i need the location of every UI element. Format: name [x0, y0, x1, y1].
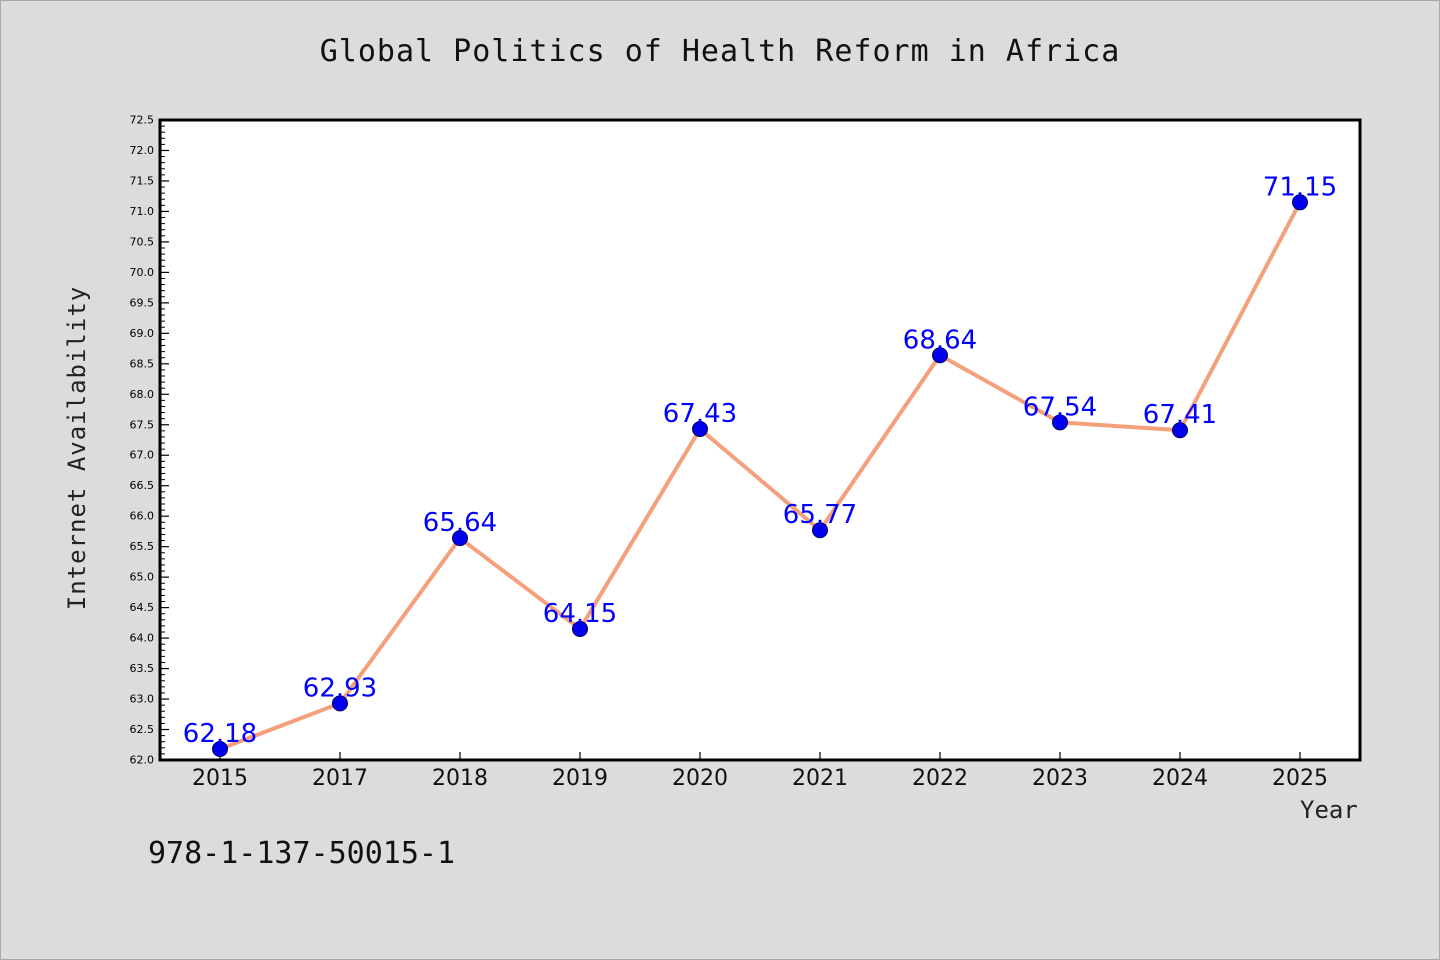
data-label: 62.18	[183, 719, 257, 749]
data-label: 65.77	[783, 500, 857, 530]
y-tick-label: 69.5	[130, 296, 155, 309]
data-label: 65.64	[423, 508, 497, 538]
y-tick-label: 62.0	[130, 754, 155, 767]
x-axis-label: Year	[1300, 796, 1358, 824]
data-point-marker	[692, 421, 708, 438]
y-tick-label: 67.5	[130, 418, 155, 431]
data-label: 71.15	[1263, 172, 1337, 202]
data-point-marker	[812, 522, 828, 539]
plot-area	[160, 120, 1360, 760]
data-point-marker	[332, 695, 348, 712]
y-tick-label: 66.5	[130, 479, 155, 492]
y-tick-label: 65.5	[130, 540, 155, 553]
y-tick-label: 62.5	[130, 723, 155, 736]
x-tick-label: 2020	[672, 766, 728, 791]
data-point-marker	[212, 741, 228, 758]
x-tick-label: 2021	[792, 766, 848, 791]
data-point-marker	[1292, 194, 1308, 211]
x-tick-label: 2019	[552, 766, 608, 791]
y-tick-label: 68.0	[130, 388, 155, 401]
y-tick-label: 64.0	[130, 632, 155, 645]
y-tick-label: 69.0	[130, 327, 155, 340]
y-tick-label: 68.5	[130, 357, 155, 370]
series-line	[218, 200, 1302, 752]
y-tick-label: 71.5	[130, 174, 155, 187]
y-tick-label: 65.0	[130, 571, 155, 584]
y-tick-label: 70.0	[130, 266, 155, 279]
x-tick-label: 2025	[1272, 766, 1328, 791]
x-tick-label: 2022	[912, 766, 968, 791]
y-tick-label: 72.0	[130, 144, 155, 157]
data-label: 67.41	[1143, 400, 1217, 430]
data-point-marker	[1172, 422, 1188, 439]
data-point-marker	[932, 347, 948, 364]
y-tick-label: 67.0	[130, 449, 155, 462]
x-tick-label: 2024	[1152, 766, 1208, 791]
y-tick-label: 71.0	[130, 205, 155, 218]
y-tick-label: 70.5	[130, 235, 155, 248]
isbn-footnote: 978-1-137-50015-1	[148, 836, 456, 871]
y-tick-label: 66.0	[130, 510, 155, 523]
data-label: 62.93	[303, 673, 377, 703]
x-tick-label: 2017	[312, 766, 368, 791]
data-label: 67.43	[663, 399, 737, 429]
x-tick-label: 2015	[192, 766, 248, 791]
y-tick-label: 63.0	[130, 693, 155, 706]
y-tick-label: 63.5	[130, 662, 155, 675]
data-point-marker	[1052, 414, 1068, 431]
y-tick-label: 72.5	[130, 114, 155, 127]
data-label: 64.15	[543, 599, 617, 629]
x-tick-label: 2018	[432, 766, 488, 791]
data-label: 67.54	[1023, 392, 1097, 422]
data-point-marker	[572, 620, 588, 637]
plot-border	[158, 118, 1362, 762]
x-tick-label: 2023	[1032, 766, 1088, 791]
y-tick-label: 64.5	[130, 601, 155, 614]
chart-title: Global Politics of Health Reform in Afri…	[319, 34, 1121, 69]
data-point-marker	[452, 530, 468, 547]
data-label: 68.64	[903, 325, 977, 355]
